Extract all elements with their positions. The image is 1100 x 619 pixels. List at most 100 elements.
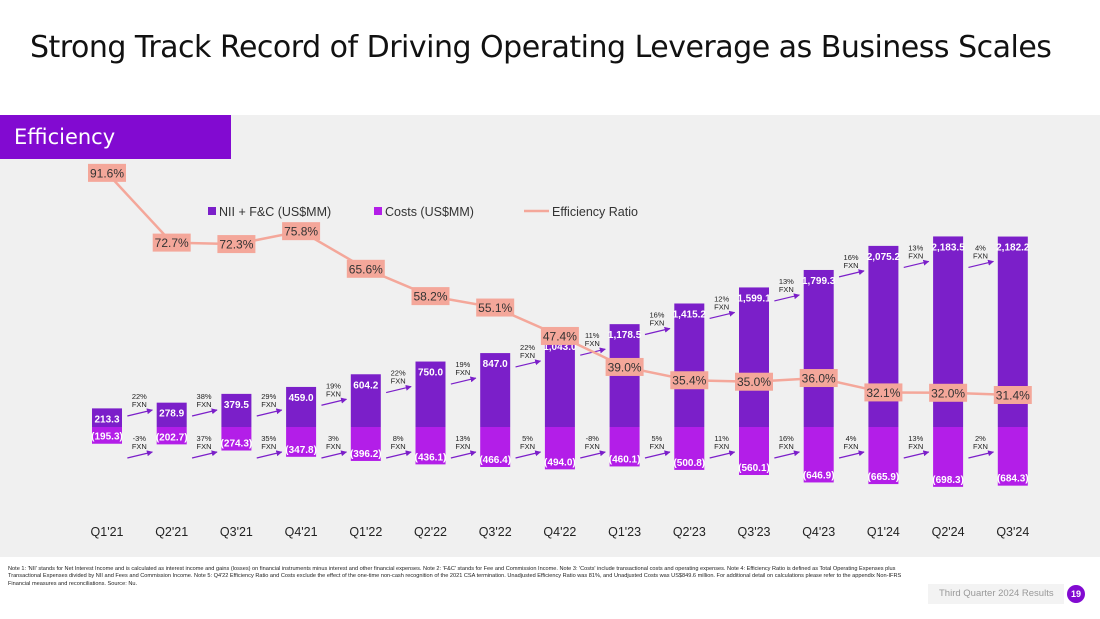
ratio-label-box [282,222,321,241]
revenue-growth-label: 16% [844,253,859,262]
revenue-growth-arrow [774,293,800,302]
ratio-label-box [476,298,515,317]
cost-growth-arrow [515,450,542,459]
revenue-growth-fxn: FXN [714,302,729,311]
cost-bar [868,427,899,485]
revenue-value-label: 1,599.1 [737,293,771,304]
cost-growth-label: 2% [975,434,986,443]
cost-growth-fxn: FXN [585,442,600,451]
cost-growth-label: -8% [586,434,600,443]
x-tick-label: Q1'22 [349,525,382,539]
revenue-growth-arrow [127,408,153,417]
cost-growth-arrow [256,450,283,459]
revenue-value-label: 847.0 [483,359,508,370]
revenue-growth-arrow [450,376,477,385]
cost-growth-arrow [774,450,800,459]
x-tick-label: Q4'23 [802,525,835,539]
cost-growth-fxn: FXN [844,442,859,451]
x-tick-label: Q2'22 [414,525,447,539]
legend-label-2: Efficiency Ratio [552,205,638,219]
ratio-label-box [540,326,579,345]
ratio-label-box [605,357,644,376]
revenue-growth-label: 22% [391,369,406,378]
efficiency-chart: NII + F&C (US$MM) Costs (US$MM) Efficiency… [88,163,1032,539]
revenue-bar [803,269,834,427]
cost-growth-arrow [321,450,348,459]
revenue-bar [674,303,705,427]
cost-value-label: (347.8) [285,445,317,456]
ratio-value-label: 72.7% [155,236,189,250]
cost-growth-fxn: FXN [520,442,535,451]
cost-growth-fxn: FXN [132,442,147,451]
revenue-value-label: 2,183.5 [931,242,965,253]
cost-growth-fxn: FXN [779,442,794,451]
revenue-value-label: 1,799.3 [802,276,836,287]
section-tag: Efficiency [0,115,231,159]
cost-value-label: (494.0) [544,457,576,468]
revenue-value-label: 2,075.2 [867,252,901,263]
x-tick-label: Q3'21 [220,525,253,539]
revenue-bar [415,361,446,427]
revenue-growth-label: 38% [197,392,212,401]
revenue-growth-label: 12% [714,294,729,303]
cost-growth-fxn: FXN [391,442,406,451]
cost-value-label: (665.9) [868,472,900,483]
cost-bar [156,427,187,445]
revenue-bar [156,402,187,427]
legend-swatch-0 [208,207,216,215]
cost-growth-arrow [709,450,736,459]
footnote: Note 1: 'NII' stands for Net Interest In… [8,566,902,587]
ratio-value-label: 36.0% [802,372,836,386]
cost-bar [609,427,640,467]
cost-value-label: (195.3) [91,432,123,443]
revenue-growth-label: 22% [132,392,147,401]
cost-growth-arrow [838,450,865,459]
x-tick-label: Q2'24 [932,525,965,539]
cost-growth-fxn: FXN [326,442,341,451]
cost-bar [997,427,1028,486]
chart-legend: NII + F&C (US$MM) Costs (US$MM) Efficiency… [208,205,638,219]
cost-growth-fxn: FXN [714,442,729,451]
revenue-value-label: 604.2 [353,380,378,391]
legend-label-1: Costs (US$MM) [385,205,474,219]
cost-bar [92,427,122,444]
ratio-value-label: 35.0% [737,375,771,389]
cost-growth-label: 5% [522,434,533,443]
revenue-bar [739,287,769,427]
ratio-label-box [217,235,256,254]
cost-bar [739,427,769,476]
x-axis: Q1'21 Q2'21 Q3'21 Q4'21 Q1'22 Q2'22 Q3'22 Q4'22… [91,525,1030,539]
revenue-bar [221,393,252,427]
efficiency-ratio-group: 91.6% 72.7% 72.3% 75.8% 65.6% 58.2% 55.1% 47.4%… [88,163,1032,404]
ratio-value-label: 55.1% [478,301,512,315]
revenue-growth-fxn: FXN [455,368,470,377]
revenue-growth-label: 16% [649,310,664,319]
revenue-growth-fxn: FXN [391,377,406,386]
cost-bar [674,427,705,470]
revenue-bar [480,353,511,427]
cost-growth-label: 13% [455,434,470,443]
revenue-growth-label: 19% [326,381,341,390]
ratio-label-box [993,386,1032,404]
ratio-label-box [88,163,126,182]
growth-annotations: 22%FXN-3%FXN38%FXN37%FXN29%FXN35%FXN19%F… [127,243,995,459]
cost-growth-arrow [450,450,477,459]
ratio-value-label: 75.8% [284,225,318,239]
cost-growth-arrow [386,450,412,459]
revenue-growth-arrow [838,269,865,278]
ratio-label-box [864,383,903,402]
ratio-value-label: 47.4% [543,329,577,343]
revenue-growth-arrow [709,310,736,320]
ratio-value-label: 39.0% [608,360,642,374]
cost-growth-arrow [580,450,606,459]
cost-bar [350,427,381,461]
legend-swatch-1 [374,207,382,215]
bars-group: 213.3 (195.3) 278.9 (202.7) 379.5 (274.3) 459.… [91,236,1030,487]
cost-value-label: (460.1) [609,454,641,465]
revenue-growth-arrow [256,408,283,417]
cost-growth-fxn: FXN [649,442,664,451]
revenue-growth-fxn: FXN [779,285,794,294]
cost-bar [480,427,511,467]
cost-bar [933,427,964,487]
revenue-growth-label: 19% [455,360,470,369]
